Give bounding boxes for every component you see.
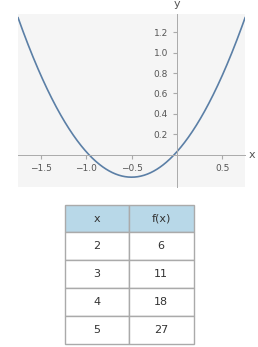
Text: y: y [174,0,180,9]
Text: x: x [249,150,255,160]
